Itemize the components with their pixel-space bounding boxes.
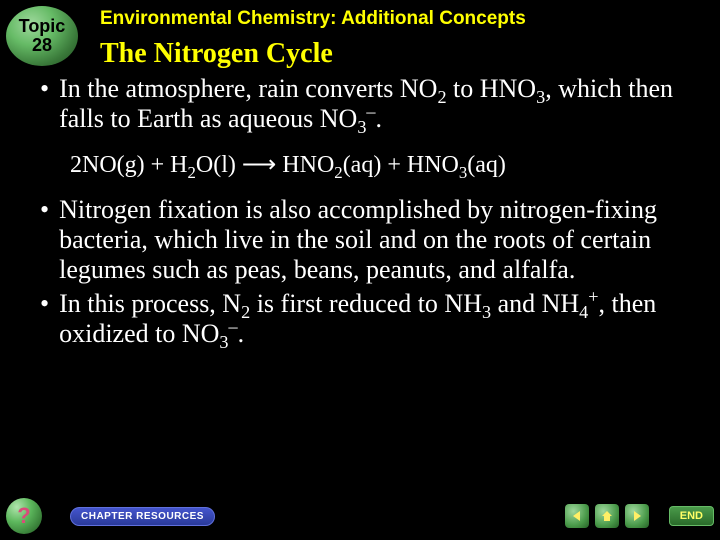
prev-button[interactable] xyxy=(565,504,589,528)
t: O(l) xyxy=(196,152,242,178)
slide-content: • In the atmosphere, rain converts NO2 t… xyxy=(40,74,680,353)
sub: 2 xyxy=(188,163,196,182)
t: is first reduced to NH xyxy=(250,289,482,318)
chapter-header: Environmental Chemistry: Additional Conc… xyxy=(100,8,526,30)
t: (aq) xyxy=(467,152,506,178)
sub: 3 xyxy=(482,302,491,322)
sub: 3 xyxy=(219,332,228,352)
bottom-bar: ? CHAPTER RESOURCES END xyxy=(6,496,714,536)
chemical-equation: 2NO(g) + H2O(l) ⟶ HNO2(aq) + HNO3(aq) xyxy=(70,152,680,180)
nav-group: END xyxy=(565,504,714,528)
t: . xyxy=(238,319,245,348)
slide: Environmental Chemistry: Additional Conc… xyxy=(0,0,720,540)
home-button[interactable] xyxy=(595,504,619,528)
t: In this process, N xyxy=(59,289,241,318)
end-button[interactable]: END xyxy=(669,506,714,526)
help-button[interactable]: ? xyxy=(6,498,42,534)
sub: 2 xyxy=(334,163,342,182)
help-icon-symbol: ? xyxy=(17,503,30,529)
t: . xyxy=(376,104,383,133)
bullet-mark: • xyxy=(40,74,49,134)
bullet-2-text: Nitrogen fixation is also accomplished b… xyxy=(59,195,680,285)
bullet-mark: • xyxy=(40,195,49,285)
t: and NH xyxy=(491,289,579,318)
bullet-1-text: In the atmosphere, rain converts NO2 to … xyxy=(59,74,680,134)
sup: – xyxy=(366,101,375,121)
end-label: END xyxy=(680,510,703,522)
topic-badge: Topic 28 xyxy=(6,6,78,66)
t: HNO xyxy=(276,152,334,178)
bullet-3-text: In this process, N2 is first reduced to … xyxy=(59,289,680,349)
bullet-2: • Nitrogen fixation is also accomplished… xyxy=(40,195,680,285)
t: 2NO(g) + H xyxy=(70,152,188,178)
home-icon xyxy=(600,509,614,523)
bullet-1: • In the atmosphere, rain converts NO2 t… xyxy=(40,74,680,134)
next-button[interactable] xyxy=(625,504,649,528)
sup: + xyxy=(588,286,598,306)
sub: 3 xyxy=(536,87,545,107)
sub: 3 xyxy=(459,163,467,182)
chapter-resources-label: CHAPTER RESOURCES xyxy=(81,511,204,522)
t: In the atmosphere, rain converts NO xyxy=(59,74,437,103)
sub: 4 xyxy=(579,302,588,322)
t: (aq) + HNO xyxy=(343,152,459,178)
sup: – xyxy=(229,316,238,336)
chapter-resources-button[interactable]: CHAPTER RESOURCES xyxy=(70,507,215,526)
bullet-mark: • xyxy=(40,289,49,349)
bullet-3: • In this process, N2 is first reduced t… xyxy=(40,289,680,349)
topic-number: 28 xyxy=(32,36,52,55)
sub: 2 xyxy=(437,87,446,107)
arrow: ⟶ xyxy=(242,152,276,178)
triangle-left-icon xyxy=(570,509,584,523)
t: to HNO xyxy=(447,74,537,103)
triangle-right-icon xyxy=(630,509,644,523)
topic-label: Topic xyxy=(19,17,66,36)
slide-title: The Nitrogen Cycle xyxy=(100,38,333,70)
